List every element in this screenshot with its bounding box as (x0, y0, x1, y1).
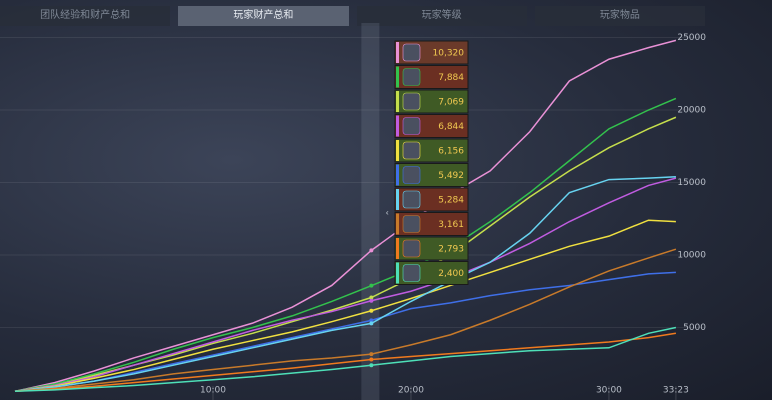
hero-icon (402, 68, 421, 86)
hero-icon (402, 166, 421, 184)
hover-arrow: ‹ (385, 209, 389, 219)
tab-bar: 团队经验和财产总和 玩家财产总和 玩家等级 玩家物品 (0, 6, 705, 26)
series-line (14, 116, 677, 393)
y-tick-label: 20000 (677, 106, 706, 116)
tab[interactable]: 玩家等级 (356, 6, 527, 26)
series-line (14, 177, 677, 393)
tab[interactable]: 玩家财产总和 (178, 6, 349, 26)
tooltip-value: 7,069 (438, 98, 464, 108)
hero-icon (402, 215, 421, 233)
series-line (14, 219, 676, 393)
hover-point (369, 357, 374, 362)
series-line (14, 248, 677, 393)
hover-point (369, 321, 374, 326)
hover-point (369, 308, 374, 313)
tooltip-color (396, 189, 399, 210)
tooltip-value: 7,884 (438, 73, 464, 83)
y-tick-label: 15000 (677, 178, 706, 188)
hover-band (361, 23, 380, 400)
tooltip-value: 2,400 (438, 269, 464, 279)
hover-point (369, 283, 374, 288)
tooltip-color (396, 213, 399, 235)
tooltip-value: 10,320 (433, 49, 465, 59)
hover-point (369, 352, 374, 357)
hero-icon (402, 190, 421, 209)
x-tick-label: 30:00 (596, 386, 622, 396)
hero-icon (402, 92, 421, 111)
tab[interactable]: 玩家物品 (534, 6, 705, 26)
tooltip-color (396, 238, 399, 259)
tooltip: 10,320 7,884 7,069 6,844 6,156 5,492 5,284 3,16… (394, 40, 469, 285)
hover-point (369, 295, 374, 300)
y-tick-label: 5000 (683, 323, 706, 333)
tooltip-color (396, 164, 399, 186)
hover-point (369, 318, 374, 323)
tooltip-color (396, 91, 399, 112)
series-line (14, 175, 676, 393)
y-tick-label: 10000 (677, 251, 706, 261)
hero-icon (402, 264, 421, 282)
tooltip-color (396, 66, 399, 88)
tooltip-value: 6,156 (438, 147, 464, 157)
tooltip-value: 5,284 (438, 196, 464, 206)
tooltip-value: 3,161 (438, 220, 464, 230)
tooltip-value: 6,844 (438, 122, 464, 132)
x-tick-label: 20:00 (398, 386, 424, 396)
tooltip-color (396, 42, 399, 63)
tab[interactable]: 团队经验和财产总和 (0, 6, 171, 26)
x-tick-label: 10:00 (200, 386, 226, 396)
tooltip-value: 2,793 (438, 245, 464, 255)
series-line (14, 332, 677, 393)
hover-point (369, 248, 374, 253)
hero-icon (402, 239, 421, 258)
hover-point (369, 363, 374, 368)
series-line (14, 97, 677, 393)
hero-icon (402, 117, 421, 135)
hover-point (369, 298, 374, 303)
tooltip-value: 5,492 (438, 171, 464, 181)
x-tick-label: 33:23 (663, 386, 689, 396)
series-line (14, 39, 677, 393)
tooltip-color (396, 140, 399, 161)
tooltip-color (396, 115, 399, 137)
hero-icon (402, 43, 421, 62)
y-tick-label: 25000 (677, 33, 706, 43)
series-line (14, 326, 677, 393)
tooltip-color (396, 262, 399, 284)
hero-icon (402, 141, 421, 160)
